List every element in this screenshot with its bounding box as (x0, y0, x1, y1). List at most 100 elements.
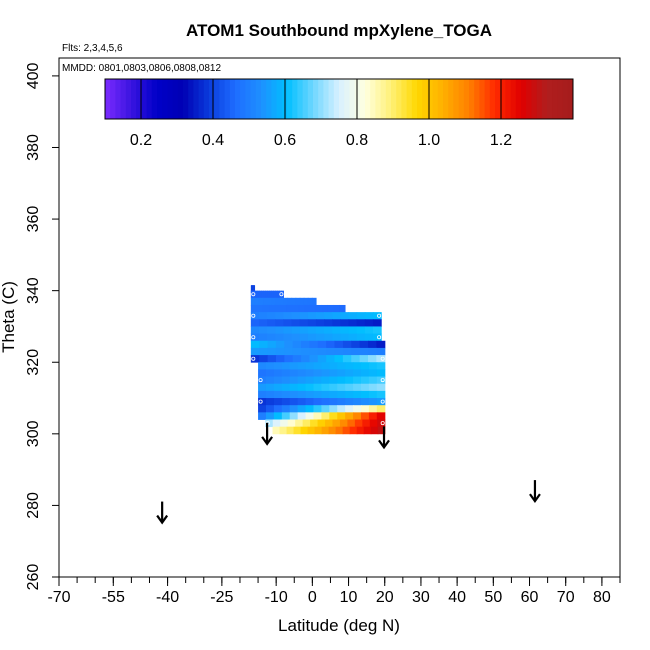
heatmap-cell (334, 355, 344, 363)
plot-frame (58, 57, 621, 578)
heatmap-cell (283, 297, 289, 306)
heatmap-cell (281, 369, 291, 377)
heatmap-cell (280, 304, 287, 313)
heatmap-cell (313, 412, 323, 420)
heatmap-cell (273, 383, 283, 392)
colorbar-segment (219, 79, 226, 119)
heatmap-cell (250, 297, 256, 306)
heatmap-cell (284, 347, 294, 356)
flight-arrow-head (261, 436, 274, 446)
sample-marker (377, 313, 382, 318)
heatmap-cell (340, 312, 350, 320)
heatmap-cell (321, 376, 330, 385)
heatmap-cell (305, 383, 315, 392)
heatmap-cell (292, 347, 302, 356)
heatmap-cell (337, 390, 346, 399)
colorbar-segment (162, 79, 168, 119)
heatmap-cell (299, 297, 305, 306)
heatmap-cell (353, 412, 362, 420)
heatmap-cell (273, 376, 283, 385)
heatmap-cell (281, 405, 291, 413)
colorbar-segment (302, 79, 309, 119)
heatmap-cell (332, 419, 341, 428)
sample-marker (380, 399, 385, 404)
heatmap-cell (272, 419, 281, 428)
heatmap-cell (307, 426, 316, 435)
colorbar-segment (193, 79, 200, 119)
heatmap-cell (376, 369, 386, 377)
colorbar-segment (474, 79, 480, 119)
colorbar-segment (557, 79, 564, 119)
colorbar-segment (141, 79, 148, 119)
colorbar-segment (370, 79, 376, 119)
heatmap-cell (305, 405, 315, 413)
heatmap-cell (334, 340, 344, 349)
heatmap-cell (315, 312, 325, 320)
heatmap-cell (345, 369, 354, 377)
x-tick-label: 70 (557, 589, 575, 606)
heatmap-cell (265, 376, 275, 385)
colorbar-segment (344, 79, 350, 119)
colorbar-segment (349, 79, 356, 119)
heatmap-cell (324, 333, 333, 342)
heatmap-cell (376, 405, 386, 413)
heatmap-cell (284, 355, 294, 363)
colorbar-segment (235, 79, 241, 119)
heatmap-cell (265, 405, 275, 413)
heatmap-cell (275, 355, 285, 363)
heatmap-cell (275, 290, 278, 299)
heatmap-cell (362, 419, 371, 428)
heatmap-cell (271, 297, 276, 306)
heatmap-cell (267, 340, 277, 349)
colorbar-segment (188, 79, 194, 119)
heatmap-cell (297, 390, 307, 399)
heatmap-cell (321, 426, 330, 435)
heatmap-cell (345, 405, 354, 413)
chart-title: ATOM1 Southbound mpXylene_TOGA (186, 21, 492, 40)
colorbar-segment (209, 79, 215, 119)
heatmap-cell (377, 426, 386, 435)
heatmap-cell (273, 362, 283, 370)
heatmap-cell (281, 390, 291, 399)
colorbar-tick-label: 1.2 (490, 132, 512, 149)
colorbar-segment (151, 79, 158, 119)
colorbar-segment (287, 79, 293, 119)
colorbar-segment (422, 79, 428, 119)
y-tick-label: 280 (25, 492, 42, 519)
sample-marker (258, 378, 263, 383)
flight-arrow-head (156, 514, 169, 525)
heatmap-cell (329, 398, 338, 406)
heatmap-cell (329, 390, 338, 399)
heatmap-cell (258, 412, 267, 420)
colorbar-segment (120, 79, 127, 119)
heatmap-cell (311, 297, 317, 306)
heatmap-cell (332, 319, 341, 327)
colorbar-segment (448, 79, 454, 119)
heatmap-cell (368, 390, 378, 399)
heatmap-cell (275, 340, 285, 349)
x-tick-label: -55 (102, 589, 125, 606)
colorbar-segment (266, 79, 272, 119)
heatmap-cell (334, 347, 344, 356)
heatmap-cell (250, 326, 260, 335)
colorbar-segment (323, 79, 330, 119)
colorbar-tick-label: 1.0 (418, 132, 440, 149)
heatmap-cell (275, 319, 284, 327)
heatmap-cell (273, 412, 283, 420)
heatmap-cell (283, 333, 293, 342)
colorbar-segment (385, 79, 392, 119)
heatmap-cell (289, 398, 299, 406)
heatmap-cell (321, 369, 330, 377)
heatmap-cell (275, 312, 284, 320)
colorbar-segment (541, 79, 548, 119)
colorbar-segment (245, 79, 252, 119)
heatmap-cell (356, 426, 365, 435)
heatmap-cell (289, 362, 299, 370)
x-tick-label: -10 (265, 589, 288, 606)
heatmap-layer (250, 285, 386, 435)
heatmap-cell (289, 383, 299, 392)
heatmap-cell (345, 398, 354, 406)
colorbar-segment (406, 79, 413, 119)
x-tick-label: 0 (308, 589, 317, 606)
colorbar-segment (396, 79, 402, 119)
